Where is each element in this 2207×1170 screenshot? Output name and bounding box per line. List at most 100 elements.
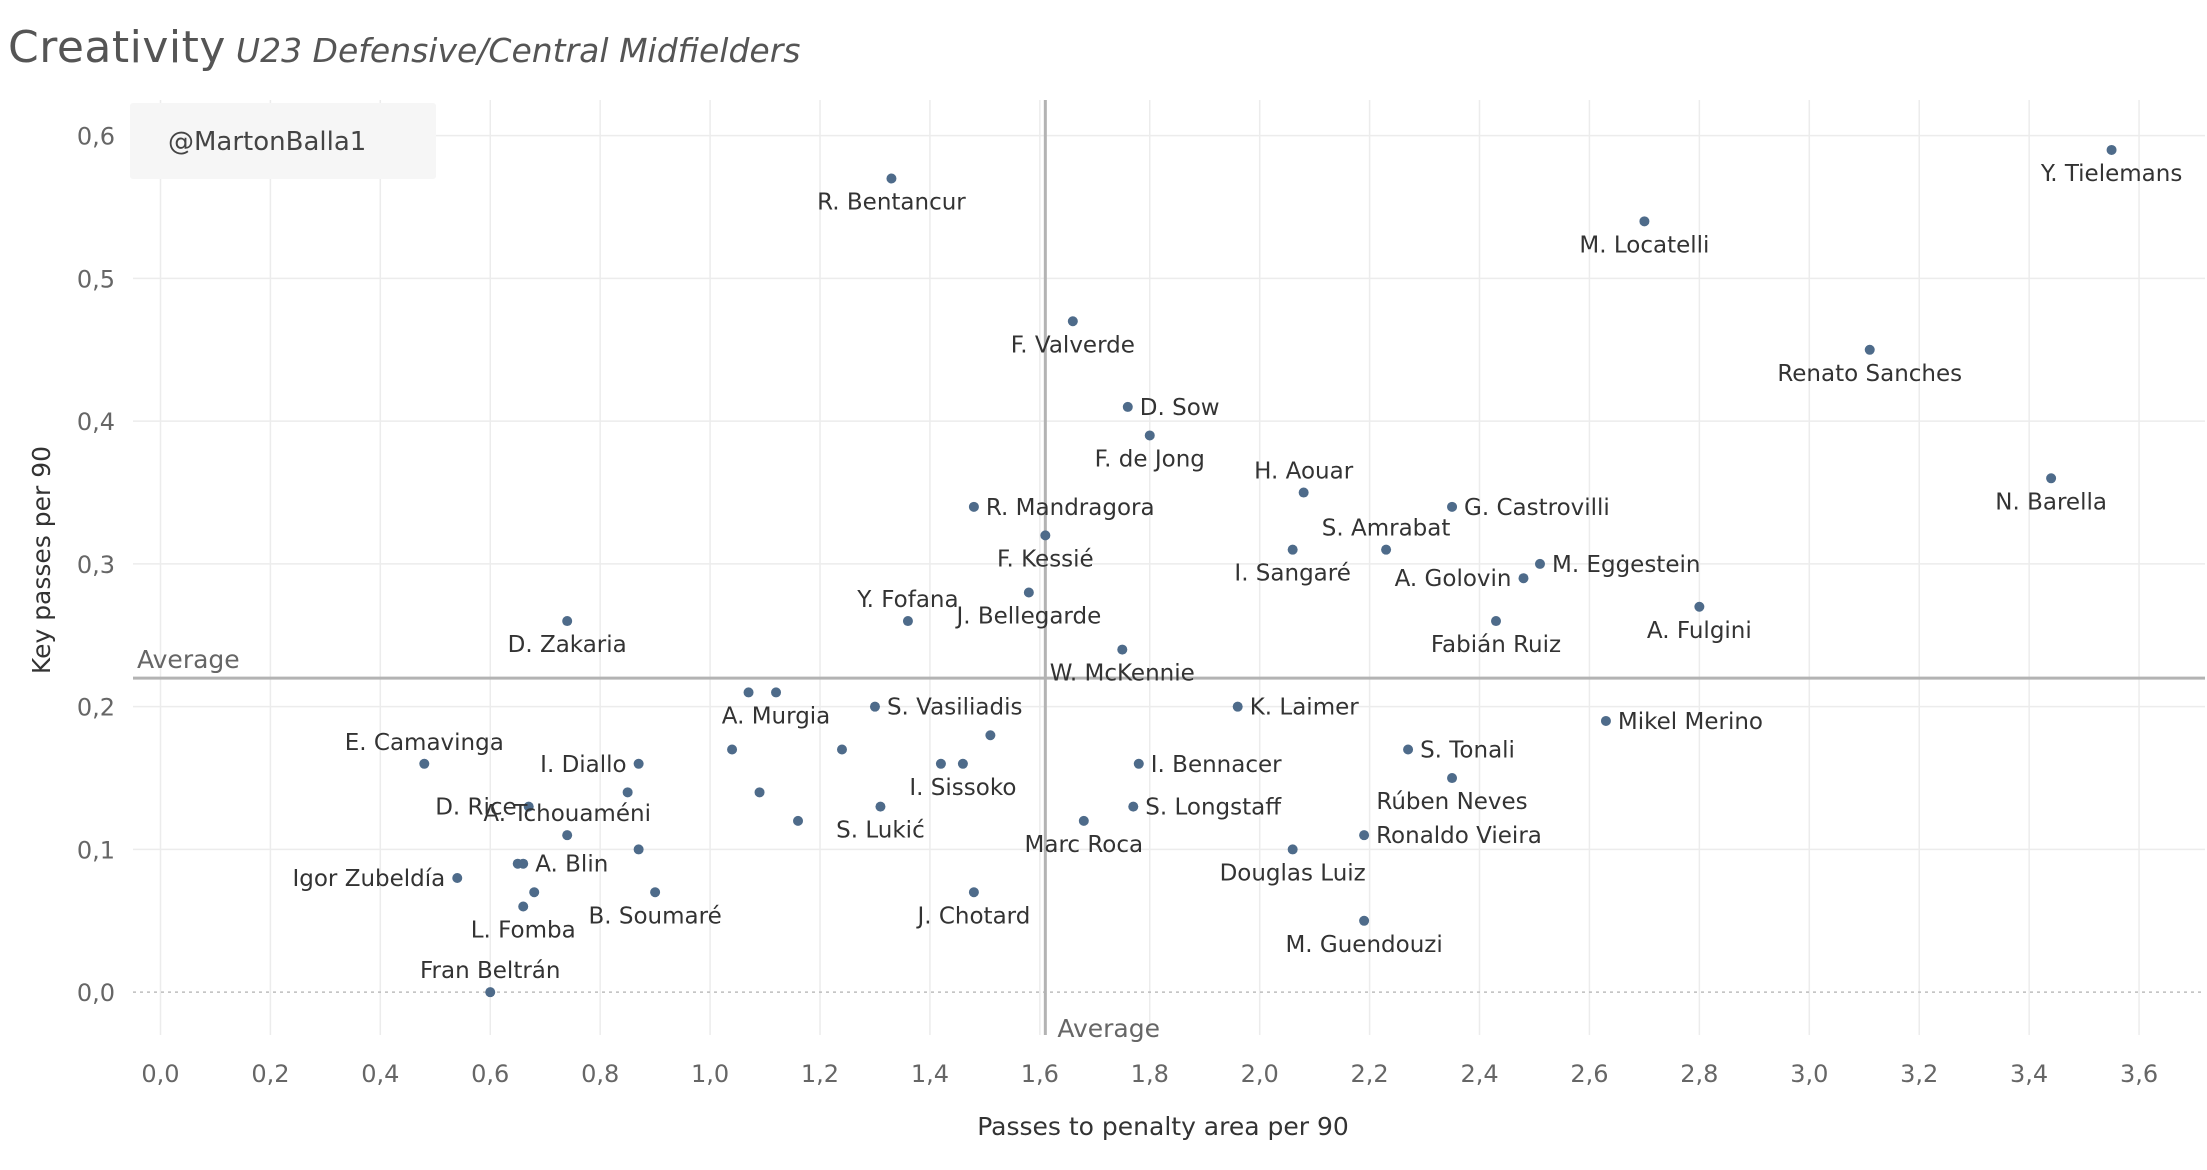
data-point [485,987,496,998]
point-label: J. Bellegarde [954,603,1101,629]
point-label: K. Laimer [1250,695,1360,721]
data-point [1023,587,1034,598]
point-label: S. Longstaff [1145,795,1282,821]
data-point [1133,758,1144,769]
point-label: Rúben Neves [1376,789,1527,815]
data-points [419,144,2117,998]
x-tick-label: 0,4 [361,1060,399,1088]
data-point [1403,744,1414,755]
data-point [562,830,573,841]
point-labels: Y. Tielemans R. Bentancur M. Locatelli F. V… [292,161,2182,984]
point-label: S. Lukić [836,818,925,844]
data-point [622,787,633,798]
x-tick-label: 2,8 [1680,1060,1718,1088]
data-point [793,815,804,826]
data-point [529,887,540,898]
data-point [968,501,979,512]
data-point [452,872,463,883]
data-point [1359,830,1370,841]
data-point [1359,915,1370,926]
point-label: A. Tchouaméni [483,801,651,827]
axis-ticks: 0,0 0,2 0,4 0,6 0,8 1,0 1,2 1,4 1,6 1,8 2,0 2,2 2,4 2… [77,123,2158,1088]
data-point [875,801,886,812]
x-tick-label: 0,6 [471,1060,509,1088]
data-point [968,887,979,898]
credit-background [130,103,436,179]
point-label: D. Rice [435,795,517,821]
point-label: Renato Sanches [1777,361,1962,387]
point-label: L. Fomba [471,918,576,944]
data-point [1694,601,1705,612]
point-label: R. Mandragora [986,495,1155,521]
point-label: I. Sissoko [909,775,1016,801]
point-label: M. Locatelli [1579,232,1709,258]
point-label: D. Zakaria [508,632,627,658]
x-tick-label: 1,6 [1021,1060,1059,1088]
point-label: M. Guendouzi [1285,932,1442,958]
chart-subtitle: U23 Defensive/Central Midfielders [235,31,801,70]
point-label: F. de Jong [1095,446,1205,472]
y-tick-label: 0,0 [77,979,115,1007]
point-label: A. Blin [535,852,608,878]
y-axis-title: Key passes per 90 [27,446,56,674]
data-point [1600,715,1611,726]
data-point [1067,316,1078,327]
point-label: I. Sangaré [1234,561,1350,587]
point-label: R. Bentancur [817,190,966,216]
x-average-label: Average [1057,1014,1160,1043]
point-label: W. McKennie [1050,661,1195,687]
data-point [771,687,782,698]
data-point [2046,473,2057,484]
data-point [743,687,754,698]
data-point [836,744,847,755]
point-label: G. Castrovilli [1464,495,1610,521]
data-point [1381,544,1392,555]
point-label: M. Eggestein [1552,552,1700,578]
point-label: I. Diallo [540,752,626,778]
data-point [2106,144,2117,155]
data-point [1040,530,1051,541]
point-label: Douglas Luiz [1220,860,1366,886]
x-tick-label: 2,0 [1241,1060,1279,1088]
point-label: J. Chotard [915,903,1030,929]
data-point [754,787,765,798]
point-label: E. Camavinga [345,730,504,756]
data-point [985,730,996,741]
data-point [633,758,644,769]
data-point [1128,801,1139,812]
y-tick-label: 0,6 [77,123,115,151]
y-average-label: Average [137,645,240,674]
x-axis-title: Passes to penalty area per 90 [977,1112,1349,1141]
point-label: Marc Roca [1025,832,1144,858]
x-tick-label: 3,6 [2120,1060,2158,1088]
point-label: S. Amrabat [1322,516,1451,542]
data-point [419,758,430,769]
point-label: Igor Zubeldía [292,866,445,892]
data-point [1491,616,1502,627]
x-tick-label: 2,2 [1351,1060,1389,1088]
data-point [1298,487,1309,498]
data-point [869,701,880,712]
point-label: A. Golovin [1395,566,1512,592]
data-point [562,616,573,627]
x-tick-label: 0,2 [251,1060,289,1088]
x-tick-label: 3,0 [1790,1060,1828,1088]
x-tick-label: 1,8 [1131,1060,1169,1088]
data-point [902,616,913,627]
reference-lines: Average Average [133,100,2205,1043]
data-point [1122,401,1133,412]
point-label: A. Fulgini [1647,618,1752,644]
data-point [1534,558,1545,569]
point-label: Y. Tielemans [2040,161,2183,187]
point-label: A. Murgia [722,703,831,729]
credit-box: @MartonBalla1 [130,103,436,179]
x-tick-label: 0,0 [141,1060,179,1088]
data-point [1639,216,1650,227]
data-point [1117,644,1128,655]
data-point [1447,773,1458,784]
point-label: S. Vasiliadis [887,695,1022,721]
data-point [935,758,946,769]
data-point [1864,344,1875,355]
data-point [1232,701,1243,712]
